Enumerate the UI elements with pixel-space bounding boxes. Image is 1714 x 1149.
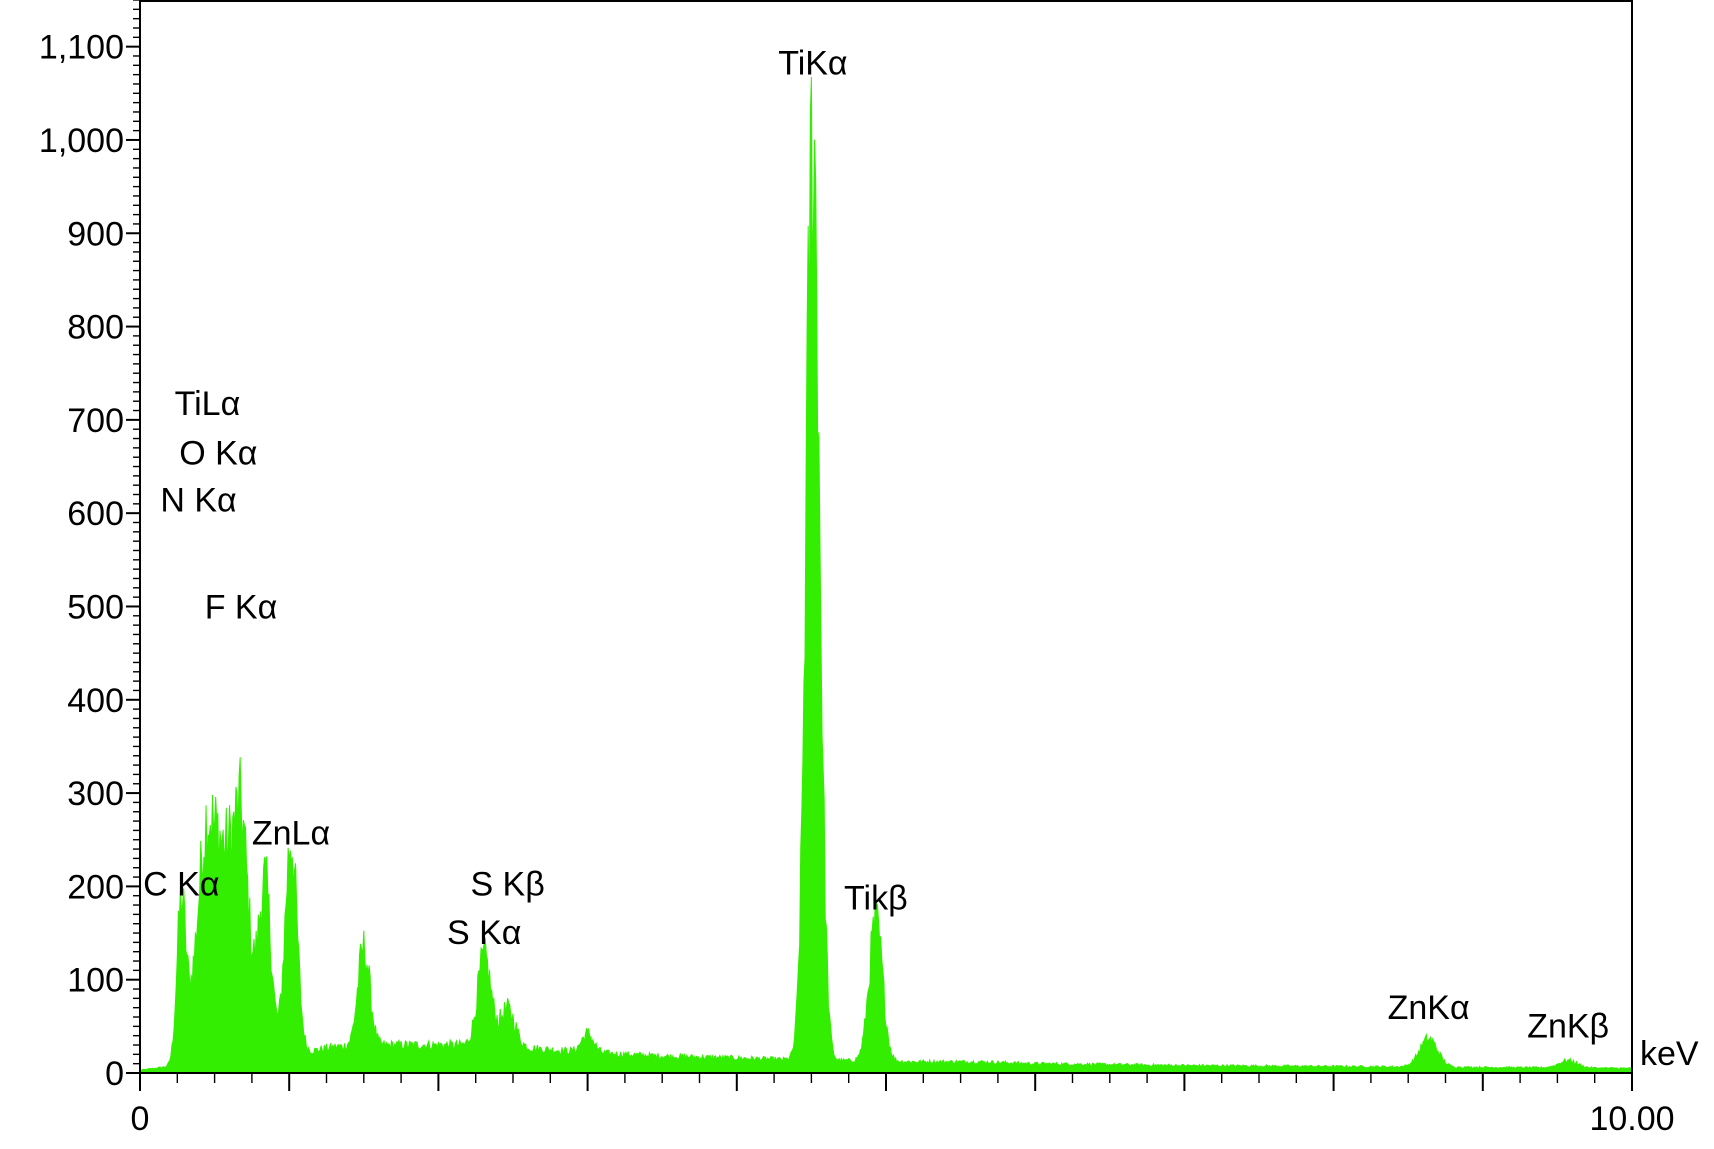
peak-label: ZnKβ bbox=[1527, 1008, 1609, 1046]
y-tick-label: 800 bbox=[67, 309, 124, 347]
x-tick-label: 10.00 bbox=[1589, 1100, 1674, 1138]
y-tick-label: 400 bbox=[67, 682, 124, 720]
y-tick-label: 600 bbox=[67, 495, 124, 533]
y-tick-label: 0 bbox=[105, 1055, 124, 1093]
peak-label: ZnLα bbox=[252, 814, 330, 852]
peak-label: F Kα bbox=[205, 589, 278, 627]
peak-label: C Kα bbox=[143, 866, 219, 904]
peak-annotations: TiKα TiLα O Kα N Kα F Kα ZnLα C Kα S Kβ S Kα Tikβ… bbox=[143, 45, 1609, 1046]
peak-label: TiKα bbox=[778, 45, 847, 83]
y-tick-label: 300 bbox=[67, 775, 124, 813]
peak-label: O Kα bbox=[179, 435, 257, 473]
peak-label: ZnKα bbox=[1388, 989, 1470, 1027]
spectrum-area bbox=[139, 76, 1633, 1074]
peak-label: Tikβ bbox=[844, 880, 908, 918]
y-tick-label: 200 bbox=[67, 868, 124, 906]
x-tick-label: 0 bbox=[131, 1100, 150, 1138]
peak-label: S Kβ bbox=[470, 866, 544, 904]
spectrum-plot-area bbox=[139, 76, 1633, 1074]
y-tick-label: 1,000 bbox=[39, 122, 124, 160]
y-tick-label: 100 bbox=[67, 962, 124, 1000]
peak-label: N Kα bbox=[160, 481, 236, 519]
y-tick-label: 1,100 bbox=[39, 29, 124, 67]
y-tick-label: 700 bbox=[67, 402, 124, 440]
peak-label: S Kα bbox=[447, 914, 521, 952]
x-unit-label: keV bbox=[1640, 1035, 1699, 1073]
chart-axes: 0 100 200 300 400 500 600 700 800 900 1,000 1,100 0 1… bbox=[39, 0, 1699, 1138]
y-tick-label: 900 bbox=[67, 215, 124, 253]
peak-label: TiLα bbox=[175, 385, 241, 423]
y-tick-label: 500 bbox=[67, 588, 124, 626]
